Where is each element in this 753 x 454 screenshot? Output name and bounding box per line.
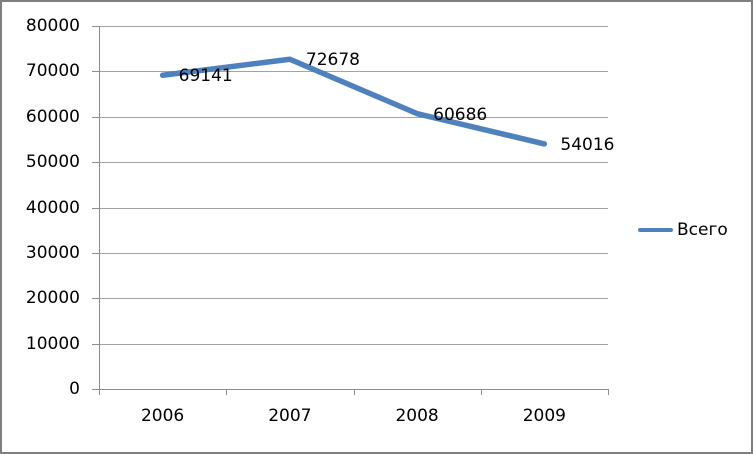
y-tick-label: 20000 xyxy=(25,288,80,309)
y-tick-label: 40000 xyxy=(25,197,80,218)
x-tick-label: 2009 xyxy=(522,406,566,426)
x-tick-label: 2008 xyxy=(395,406,439,426)
y-tick-label: 60000 xyxy=(25,106,80,127)
y-tick-label: 0 xyxy=(69,379,80,399)
data-label: 72678 xyxy=(305,50,360,71)
x-tick-label: 2006 xyxy=(140,406,185,426)
data-label: 69141 xyxy=(178,66,233,87)
data-label: 54016 xyxy=(560,134,615,155)
legend: Всего xyxy=(638,220,728,240)
legend-label: Всего xyxy=(677,220,728,240)
legend-line-swatch xyxy=(638,228,673,232)
y-tick-label: 80000 xyxy=(25,16,80,36)
y-tick-label: 10000 xyxy=(25,333,80,354)
data-label: 60686 xyxy=(433,104,488,125)
y-tick-label: 70000 xyxy=(25,61,80,82)
x-tick-label: 2007 xyxy=(268,406,312,426)
y-tick-label: 30000 xyxy=(25,242,80,263)
series-line-total xyxy=(159,56,548,147)
y-tick-label: 50000 xyxy=(25,152,80,173)
